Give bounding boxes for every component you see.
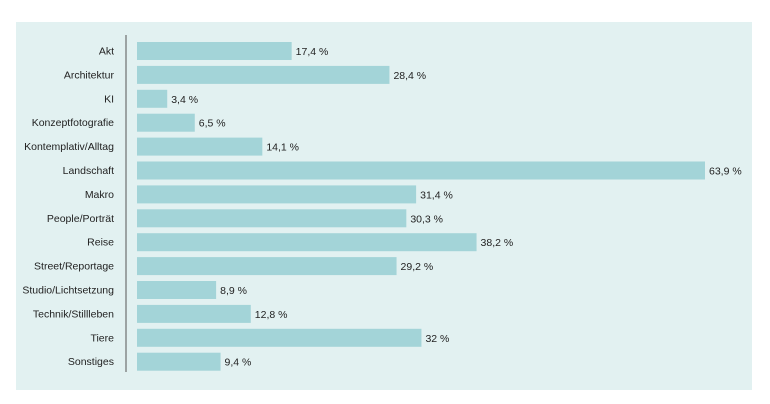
bar [137, 352, 221, 371]
data-label: 29,2 % [401, 261, 434, 273]
bar [137, 281, 217, 299]
category-label: Sonstiges [68, 356, 114, 368]
category-label: Reise [87, 237, 114, 249]
bar [137, 42, 292, 60]
data-label: 32 % [425, 333, 449, 345]
category-label: KI [104, 93, 114, 105]
bar [137, 328, 422, 347]
category-label: Akt [99, 46, 114, 58]
bar [137, 304, 251, 323]
bar [137, 65, 390, 84]
bar [137, 185, 417, 204]
bar [137, 89, 168, 108]
category-label: Technik/Stillleben [33, 308, 114, 320]
category-label: People/Porträt [47, 213, 114, 225]
bar [137, 257, 397, 276]
bar [137, 233, 477, 252]
data-label: 63,9 % [709, 166, 742, 178]
category-label: Kontemplativ/Alltag [24, 141, 114, 153]
category-label: Landschaft [63, 165, 114, 177]
bar [137, 161, 705, 180]
data-label: 12,8 % [255, 309, 288, 321]
data-label: 9,4 % [225, 357, 252, 369]
data-label: 30,3 % [410, 213, 443, 225]
chart-panel: Akt 17,4 % Architektur 28,4 % KI 3,4 % Konzept… [16, 22, 752, 390]
bar-chart: Akt 17,4 % Architektur 28,4 % KI 3,4 % Konzept… [22, 35, 742, 372]
category-label: Konzeptfotografie [32, 117, 114, 129]
data-label: 8,9 % [220, 285, 247, 297]
bar [137, 137, 263, 156]
data-label: 3,4 % [171, 94, 198, 106]
bar [137, 113, 195, 132]
data-label: 14,1 % [266, 142, 299, 154]
category-label: Architektur [64, 69, 115, 81]
category-label: Makro [85, 189, 114, 201]
data-label: 38,2 % [481, 237, 514, 249]
data-label: 31,4 % [420, 189, 453, 201]
category-label: Tiere [90, 332, 114, 344]
bar [137, 209, 407, 228]
data-label: 6,5 % [199, 118, 226, 130]
category-label: Street/Reportage [34, 261, 114, 273]
data-label: 28,4 % [393, 70, 426, 82]
data-label: 17,4 % [296, 46, 329, 58]
category-label: Studio/Lichtsetzung [22, 285, 114, 297]
